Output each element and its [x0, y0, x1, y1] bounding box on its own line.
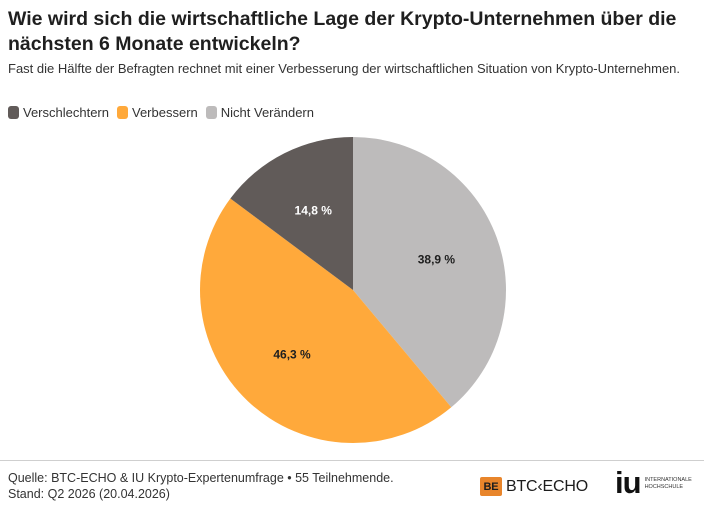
btc-echo-logo-icon: BE: [480, 477, 502, 496]
footer-divider: [0, 460, 704, 461]
legend-item-verschlechtern[interactable]: Verschlechtern: [8, 105, 109, 120]
pie-label-verschlechtern: 14,8 %: [295, 204, 333, 218]
legend-item-nicht-veraendern[interactable]: Nicht Verändern: [205, 105, 314, 120]
legend-swatch-verbessern: [117, 106, 128, 119]
btc-echo-logo: BE BTC‹ECHO: [480, 477, 588, 496]
pie-slice-verbessern[interactable]: [199, 198, 452, 444]
legend-label-verschlechtern: Verschlechtern: [23, 105, 109, 120]
source-note: Quelle: BTC-ECHO & IU Krypto-Expertenumf…: [8, 470, 394, 502]
iu-logo: iu INTERNATIONALE HOCHSCHULE: [615, 467, 704, 499]
iu-logo-subtext: INTERNATIONALE HOCHSCHULE: [644, 477, 692, 490]
pie-slices: [199, 137, 507, 444]
pie-labels: 38,9 % 46,3 % 14,8 %: [273, 204, 455, 362]
pie-label-verbessern: 46,3 %: [273, 347, 311, 361]
date-text: Stand: Q2 2026 (20.04.2026): [8, 487, 170, 501]
legend-swatch-verschlechtern: [8, 106, 19, 119]
pie-slice-verschlechtern[interactable]: [230, 137, 353, 290]
chart-title: Wie wird sich die wirtschaftliche Lage d…: [8, 8, 677, 55]
legend-item-verbessern[interactable]: Verbessern: [117, 105, 198, 120]
legend-swatch-nicht-veraendern: [205, 106, 217, 119]
legend-label-nicht-veraendern: Nicht Verändern: [220, 105, 314, 120]
pie-chart: 38,9 % 46,3 % 14,8 %: [199, 137, 507, 444]
source-text: Quelle: BTC-ECHO & IU Krypto-Expertenumf…: [8, 471, 394, 485]
chart-subtitle: Fast die Hälfte der Befragten rechnet mi…: [8, 61, 681, 76]
pie-label-nicht-ver-ndern: 38,9 %: [418, 253, 456, 267]
iu-logo-mark: iu: [615, 465, 642, 500]
legend-label-verbessern: Verbessern: [132, 105, 198, 120]
btc-echo-logo-text: BTC‹ECHO: [506, 477, 588, 495]
legend: Verschlechtern Verbessern Nicht Veränder…: [8, 105, 314, 120]
pie-slice-nicht-ver-ndern[interactable]: [353, 137, 507, 408]
